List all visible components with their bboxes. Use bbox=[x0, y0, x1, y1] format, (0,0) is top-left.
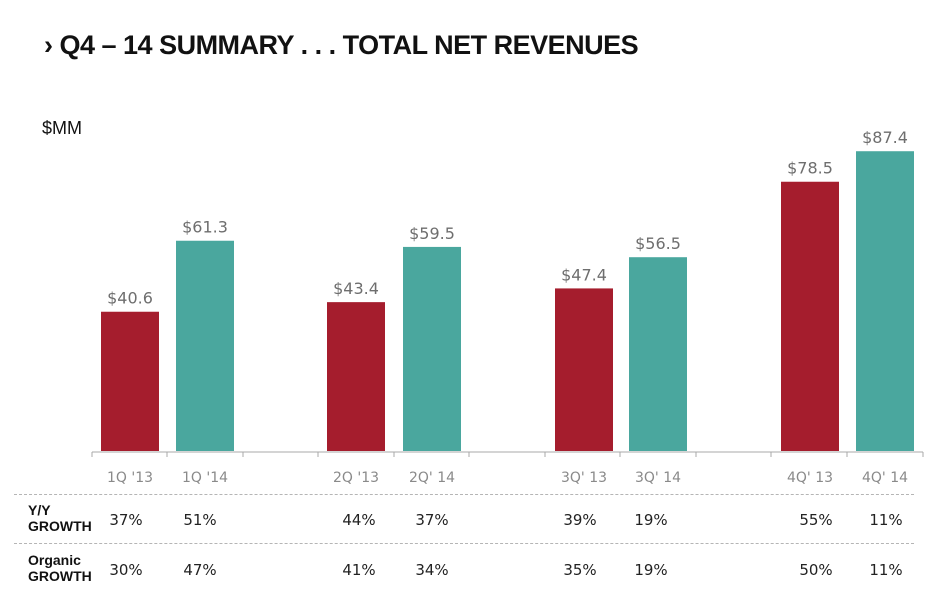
data-label: $40.6 bbox=[107, 289, 153, 308]
organic-growth-label: Organic GROWTH bbox=[28, 552, 92, 584]
bar-1q-14 bbox=[176, 240, 234, 451]
bar-1q-13 bbox=[101, 311, 159, 451]
data-label: $87.4 bbox=[862, 128, 908, 147]
organic-growth-value: 35% bbox=[563, 561, 597, 579]
data-label: $78.5 bbox=[787, 159, 833, 178]
bar-2q-13 bbox=[327, 302, 385, 451]
yy-growth-value: 51% bbox=[183, 511, 217, 529]
organic-growth-value: 30% bbox=[109, 561, 143, 579]
bar-4q-14 bbox=[856, 151, 914, 451]
x-tick-label: 3Q' 14 bbox=[635, 470, 681, 486]
organic-growth-value: 47% bbox=[183, 561, 217, 579]
yy-growth-value: 37% bbox=[415, 511, 449, 529]
yy-growth-value: 37% bbox=[109, 511, 143, 529]
data-label: $59.5 bbox=[409, 224, 455, 243]
x-tick-label: 2Q' 14 bbox=[409, 470, 455, 486]
bar-3q-13 bbox=[555, 288, 613, 451]
yy-growth-label-line1: Y/Y bbox=[28, 502, 51, 518]
data-label: $56.5 bbox=[635, 234, 681, 253]
x-tick-label: 1Q '13 bbox=[107, 470, 153, 486]
organic-growth-value: 41% bbox=[342, 561, 376, 579]
data-label: $43.4 bbox=[333, 279, 379, 298]
yy-growth-label-line2: GROWTH bbox=[28, 518, 92, 534]
x-tick-label: 3Q' 13 bbox=[561, 470, 607, 486]
organic-growth-label-line2: GROWTH bbox=[28, 568, 92, 584]
page-title: › Q4 – 14 SUMMARY . . . TOTAL NET REVENU… bbox=[44, 30, 639, 60]
yy-growth-value: 11% bbox=[869, 511, 903, 529]
data-label: $61.3 bbox=[182, 218, 228, 237]
bar-3q-14 bbox=[629, 257, 687, 451]
bar-2q-14 bbox=[403, 246, 461, 451]
x-tick-label: 1Q '14 bbox=[182, 470, 228, 486]
yy-growth-value: 44% bbox=[342, 511, 376, 529]
bar-4q-13 bbox=[781, 181, 839, 451]
data-label: $47.4 bbox=[561, 265, 607, 284]
y-axis-unit-label: $MM bbox=[42, 118, 82, 138]
yy-growth-value: 55% bbox=[799, 511, 833, 529]
yy-growth-value: 19% bbox=[634, 511, 668, 529]
organic-growth-value: 50% bbox=[799, 561, 833, 579]
organic-growth-value: 19% bbox=[634, 561, 668, 579]
table-divider-middle bbox=[14, 543, 914, 544]
yy-growth-value: 39% bbox=[563, 511, 597, 529]
organic-growth-value: 34% bbox=[415, 561, 449, 579]
x-tick-label: 2Q '13 bbox=[333, 470, 379, 486]
organic-growth-value: 11% bbox=[869, 561, 903, 579]
x-tick-label: 4Q' 14 bbox=[862, 470, 908, 486]
yy-growth-label: Y/Y GROWTH bbox=[28, 502, 92, 534]
x-tick-label: 4Q' 13 bbox=[787, 470, 833, 486]
organic-growth-label-line1: Organic bbox=[28, 552, 81, 568]
table-divider-top bbox=[14, 494, 914, 495]
